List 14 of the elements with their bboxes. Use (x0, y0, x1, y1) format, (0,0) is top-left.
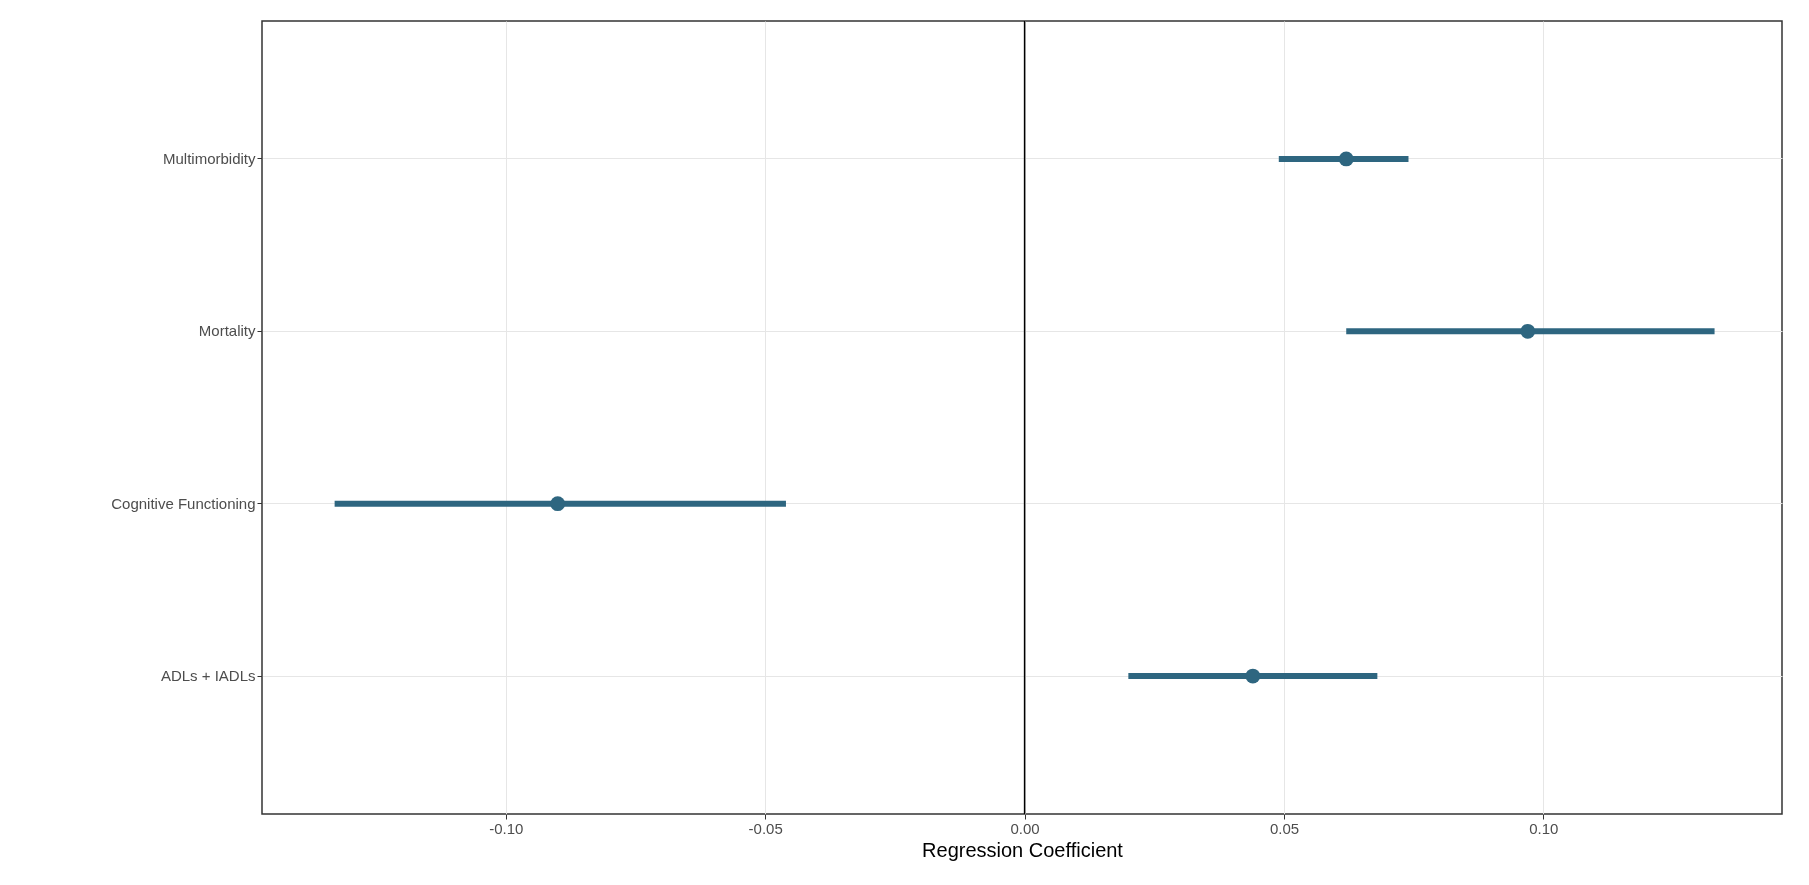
x-tick-label: 0.05 (1269, 819, 1300, 837)
y-tick-label: Mortality (198, 322, 256, 340)
y-tick-label: Cognitive Functioning (111, 494, 256, 512)
point (1338, 151, 1354, 167)
point (550, 496, 566, 512)
x-tick-label: 0.10 (1529, 819, 1559, 837)
y-tick-label: ADLs + IADLs (160, 667, 256, 685)
point (1520, 323, 1536, 339)
x-axis-title: Regression Coefficient (922, 838, 1124, 861)
y-tick-label: Multimorbidity (162, 149, 256, 167)
point (1245, 668, 1261, 684)
x-tick-label: -0.05 (748, 819, 783, 837)
x-tick-label: -0.10 (489, 819, 524, 837)
x-tick-label: 0.00 (1010, 819, 1040, 837)
